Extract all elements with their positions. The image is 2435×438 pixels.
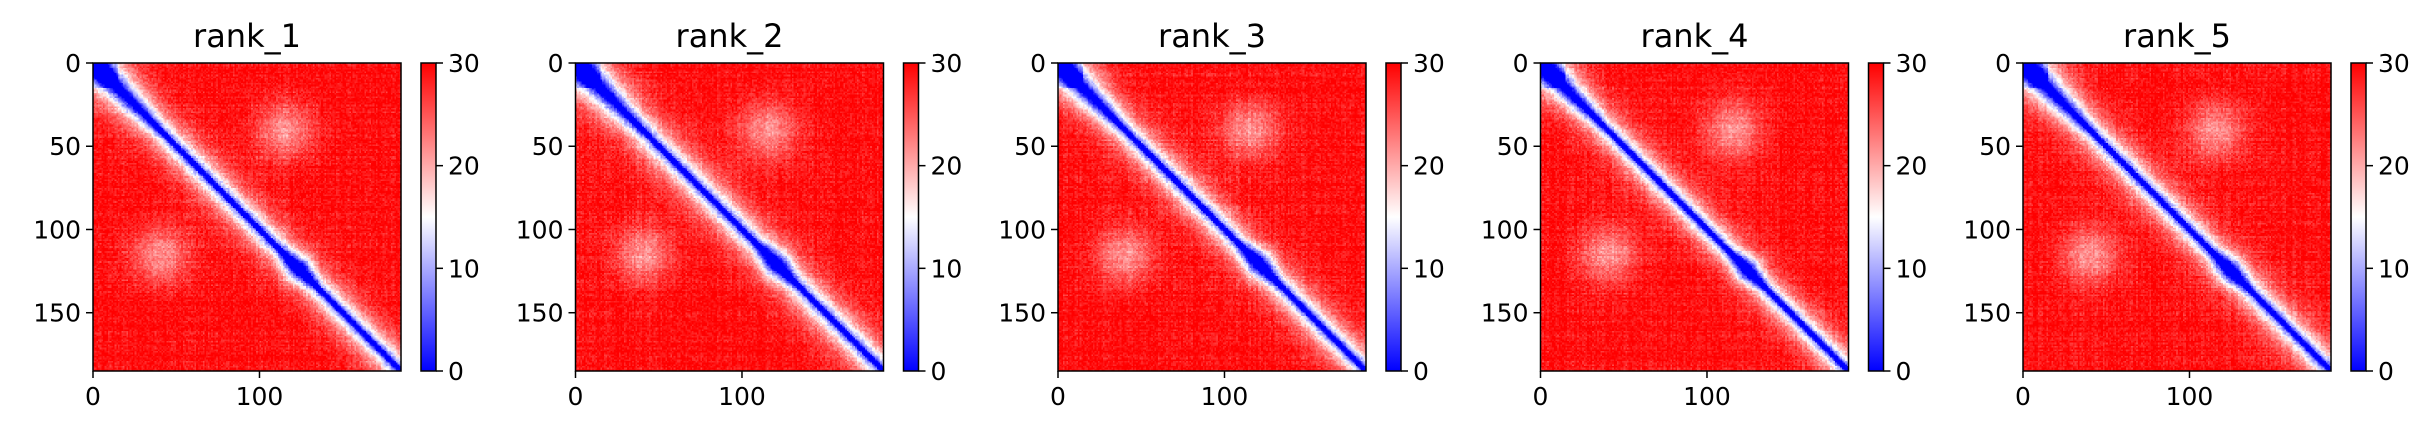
x-tick-label: 0: [568, 382, 584, 411]
colorbar-tick-label: 10: [1896, 254, 1928, 283]
heatmap-frame: [92, 62, 402, 372]
x-tick-label: 100: [236, 382, 284, 411]
colorbar: [2350, 62, 2367, 372]
colorbar-tick-label: 20: [1896, 152, 1928, 181]
y-tick-label: 0: [65, 49, 81, 78]
colorbar-tick-label: 0: [448, 357, 464, 386]
y-tick-label: 50: [1014, 132, 1046, 161]
colorbar-tick-label: 10: [1413, 254, 1445, 283]
y-tick-label: 0: [1995, 49, 2011, 78]
y-tick-label: 150: [1963, 299, 2011, 328]
colorbar-tick-label: 30: [448, 49, 480, 78]
y-tick-label: 100: [1481, 215, 1529, 244]
y-tick-label: 100: [516, 215, 564, 244]
x-tick-label: 100: [2166, 382, 2214, 411]
x-tick-label: 100: [1201, 382, 1249, 411]
x-tick-label: 0: [85, 382, 101, 411]
y-tick-label: 0: [548, 49, 564, 78]
y-tick-label: 100: [998, 215, 1046, 244]
y-tick-label: 150: [33, 299, 81, 328]
colorbar: [1385, 62, 1402, 372]
y-tick-label: 0: [1030, 49, 1046, 78]
colorbar-tick-label: 0: [1413, 357, 1429, 386]
heatmap-image: [2023, 63, 2331, 371]
colorbar-tick-label: 30: [2378, 49, 2410, 78]
colorbar-tick-label: 0: [1896, 357, 1912, 386]
heatmap-image: [93, 63, 401, 371]
y-tick-label: 0: [1513, 49, 1529, 78]
panel-title: rank_4: [1641, 17, 1749, 55]
x-tick-label: 0: [2015, 382, 2031, 411]
colorbar-tick-label: 0: [931, 357, 947, 386]
y-tick-label: 50: [1497, 132, 1529, 161]
colorbar-tick-label: 20: [448, 152, 480, 181]
y-tick-label: 50: [49, 132, 81, 161]
x-tick-label: 100: [718, 382, 766, 411]
y-tick-label: 50: [532, 132, 564, 161]
heatmap-panel: rank_2 0 50 100 150 0 100 0 10 20 30: [516, 17, 963, 411]
heatmap-panel: rank_1 0 50 100 150 0 100 0 10 20 30: [33, 17, 480, 411]
panel-title: rank_3: [1158, 17, 1266, 55]
x-tick-label: 0: [1050, 382, 1066, 411]
heatmap-frame: [1057, 62, 1367, 372]
colorbar-tick-label: 30: [1413, 49, 1445, 78]
panel-title: rank_5: [2123, 17, 2231, 55]
heatmap-frame: [1539, 62, 1850, 372]
panel-title: rank_2: [676, 17, 784, 55]
colorbar-tick-label: 30: [931, 49, 963, 78]
colorbar-tick-label: 10: [448, 254, 480, 283]
colorbar-tick-label: 20: [1413, 152, 1445, 181]
heatmap-frame: [574, 62, 885, 372]
colorbar-tick-label: 20: [931, 152, 963, 181]
x-tick-label: 100: [1683, 382, 1731, 411]
colorbar: [420, 62, 437, 372]
colorbar-tick-label: 10: [931, 254, 963, 283]
colorbar-tick-label: 30: [1896, 49, 1928, 78]
y-tick-label: 150: [998, 299, 1046, 328]
heatmap-image: [575, 63, 884, 371]
heatmap-panel: rank_5 0 50 100 150 0 100 0 10 20 30: [1963, 17, 2410, 411]
colorbar-tick-label: 0: [2378, 357, 2394, 386]
colorbar-tick-label: 10: [2378, 254, 2410, 283]
heatmap-image: [1540, 63, 1849, 371]
x-tick-label: 0: [1533, 382, 1549, 411]
colorbar-tick-label: 20: [2378, 152, 2410, 181]
y-tick-label: 150: [1481, 299, 1529, 328]
panel-title: rank_1: [193, 17, 301, 55]
heatmap-panel: rank_3 0 50 100 150 0 100 0 10 20 30: [998, 17, 1445, 411]
y-tick-label: 100: [33, 215, 81, 244]
y-tick-label: 150: [516, 299, 564, 328]
heatmap-panel: rank_4 0 50 100 150 0 100 0 10 20 30: [1481, 17, 1928, 411]
y-tick-label: 50: [1979, 132, 2011, 161]
heatmap-frame: [2022, 62, 2332, 372]
colorbar: [1867, 62, 1885, 372]
y-tick-label: 100: [1963, 215, 2011, 244]
colorbar: [902, 62, 920, 372]
heatmap-image: [1058, 63, 1366, 371]
